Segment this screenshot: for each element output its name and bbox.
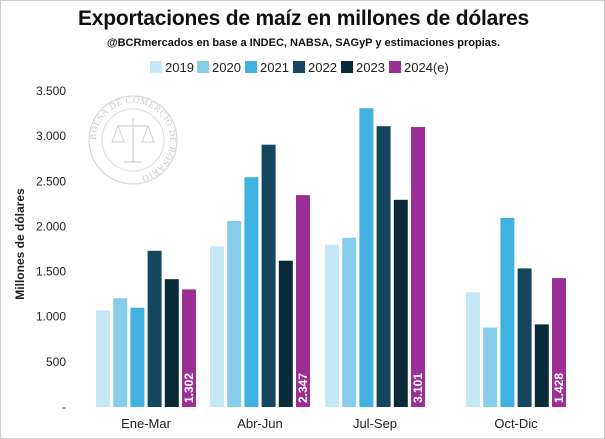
data-label: 1.428 <box>552 373 566 403</box>
legend-item-label: 2024(e) <box>404 60 449 75</box>
y-tick-label: 3.500 <box>36 84 66 98</box>
y-axis: - 500 1.000 1.500 2.000 2.500 3.000 3.500 <box>36 84 66 414</box>
x-tick-label: Abr-Jun <box>237 416 283 431</box>
bar-2020-ene-mar <box>113 298 128 407</box>
bars-group: 1.302 2.347 3.101 1.428 <box>96 108 566 407</box>
bar-2020-jul-sep <box>342 237 357 407</box>
bar-2023-abr-jun <box>278 260 293 407</box>
data-label: 2.347 <box>296 373 310 403</box>
bar-2019-jul-sep <box>325 244 339 407</box>
bar-2019-oct-dic <box>466 292 480 407</box>
x-tick-label: Oct-Dic <box>494 416 538 431</box>
bar-2021-ene-mar <box>130 307 145 407</box>
bar-2021-oct-dic <box>500 217 515 407</box>
y-tick-label: 2.000 <box>36 219 66 233</box>
chart-subtitle: @BCRmercados en base a INDEC, NABSA, SAG… <box>106 37 501 49</box>
legend-swatch <box>389 61 401 73</box>
legend-swatch <box>197 61 209 73</box>
bar-2024e-jul-sep <box>411 127 425 407</box>
y-tick-label: - <box>62 400 66 414</box>
legend-item-label: 2023 <box>356 60 385 75</box>
bar-2024e-abr-jun <box>296 195 310 407</box>
y-tick-label: 3.000 <box>36 129 66 143</box>
legend-item-label: 2020 <box>212 60 241 75</box>
watermark-seal: BOLSA DE COMERCIO DE ROSARIO <box>88 95 178 185</box>
legend-swatch <box>245 61 257 73</box>
x-tick-label: Ene-Mar <box>121 416 172 431</box>
legend-item-label: 2021 <box>260 60 289 75</box>
y-axis-label: Millones de dólares <box>13 188 27 300</box>
x-tick-label: Jul-Sep <box>353 416 397 431</box>
legend-item-label: 2019 <box>165 60 194 75</box>
bar-2022-abr-jun <box>261 144 276 407</box>
legend-swatch <box>341 61 353 73</box>
bar-2024e-ene-mar <box>182 289 196 407</box>
x-axis-labels: Ene-Mar Abr-Jun Jul-Sep Oct-Dic <box>121 416 538 431</box>
legend: 2019 2020 2021 2022 2023 2024(e) <box>150 60 449 75</box>
legend-item-label: 2022 <box>308 60 337 75</box>
bar-2019-ene-mar <box>96 310 110 407</box>
bar-2022-oct-dic <box>517 268 532 407</box>
data-label: 1.302 <box>182 373 196 403</box>
bar-2023-jul-sep <box>393 199 408 407</box>
data-label: 3.101 <box>411 373 425 403</box>
legend-swatch <box>150 61 162 73</box>
y-tick-label: 500 <box>46 355 66 369</box>
bar-2022-ene-mar <box>147 250 162 407</box>
bar-2019-abr-jun <box>210 246 224 407</box>
y-tick-label: 1.500 <box>36 265 66 279</box>
bar-2020-abr-jun <box>227 221 242 407</box>
chart-title: Exportaciones de maíz en millones de dól… <box>77 7 530 30</box>
y-tick-label: 2.500 <box>36 174 66 188</box>
bar-2020-oct-dic <box>483 327 498 407</box>
y-tick-label: 1.000 <box>36 310 66 324</box>
bar-2022-jul-sep <box>376 126 391 407</box>
legend-swatch <box>293 61 305 73</box>
bar-2024e-oct-dic <box>552 278 566 407</box>
bar-2021-abr-jun <box>244 177 259 407</box>
bar-2023-oct-dic <box>534 324 549 407</box>
bar-2021-jul-sep <box>359 108 374 407</box>
bar-2023-ene-mar <box>164 279 179 407</box>
